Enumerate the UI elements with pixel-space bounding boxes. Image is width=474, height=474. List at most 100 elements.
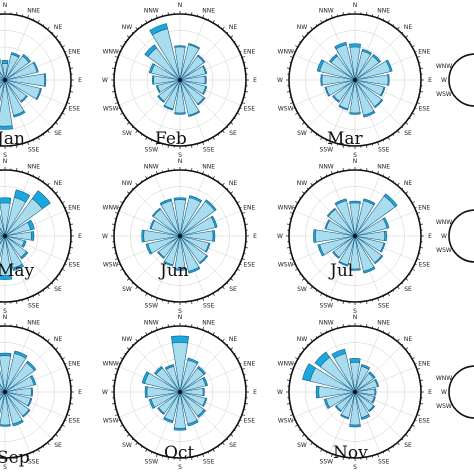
rose-feb-tick <box>236 45 240 48</box>
rose-oct-tick <box>202 327 204 331</box>
rose-oct-center-dot <box>178 390 182 394</box>
rose-jul-dir-label-nne: NNE <box>377 164 390 171</box>
rose-nov-tick <box>320 448 323 452</box>
rose-partial-dir-label-wsw: WSW <box>436 247 452 254</box>
rose-sep-bar-ene-low <box>4 376 35 393</box>
rose-jun-tick <box>167 300 169 305</box>
rose-sep-dir-label-n: N <box>3 314 8 321</box>
rose-jul-tick <box>306 282 309 285</box>
rose-oct-tick <box>236 357 240 360</box>
rose-mar-tick <box>331 15 333 19</box>
rose-jul-tick <box>377 297 379 301</box>
rose-jan-dir-label-n: N <box>3 2 8 9</box>
rose-oct-bar-wnw-low <box>144 372 181 393</box>
rose-feb-tick <box>120 45 124 48</box>
rose-sep-dir-label-s: S <box>3 464 7 471</box>
rose-jun-dir-label-s: S <box>178 308 182 315</box>
rose-jan-tick <box>55 35 59 38</box>
rose-feb-tick <box>202 141 204 145</box>
rose-oct-dir-label-s: S <box>178 464 182 471</box>
rose-nov-tick <box>408 429 411 432</box>
rose-jul-bar-nne-low <box>354 200 375 237</box>
rose-mar-dir-label-wsw: WSW <box>278 106 294 113</box>
rose-mar-dir-label-n: N <box>353 2 358 9</box>
rose-oct-bar-n-high <box>170 335 190 344</box>
rose-oct-tick <box>217 336 220 339</box>
rose-jun-tick <box>236 268 240 271</box>
rose-may-tick <box>47 286 50 290</box>
rose-jul-tick <box>331 171 333 175</box>
rose-oct-dir-label-nne: NNE <box>202 320 215 327</box>
rose-jan-bar-s-low <box>0 79 13 127</box>
rose-jan-bar-sse-low <box>4 79 25 116</box>
rose-jun-bar-ese-low <box>179 235 210 252</box>
rose-feb-tick <box>217 133 220 136</box>
rose-feb-tick <box>111 67 116 69</box>
rose-nov-tick <box>306 438 309 441</box>
rose-feb-tick <box>212 136 215 140</box>
rose-jul-tick <box>392 180 395 183</box>
rose-feb-dir-label-sse: SSE <box>203 146 215 153</box>
rose-feb-bar-ssw-low <box>164 79 181 110</box>
rose-jul-bar-ene-low <box>354 218 388 237</box>
rose-nov-dir-label-s: S <box>353 464 357 471</box>
rose-oct-tick <box>241 368 245 370</box>
rose-nov-tick <box>416 414 420 416</box>
rose-may-tick <box>42 289 45 292</box>
rose-feb-tick <box>151 139 153 142</box>
rose-jul-tick <box>290 212 294 214</box>
rose-may-bar-ese-low <box>4 235 25 247</box>
rose-may-tick <box>69 247 74 249</box>
rose-oct-bar-ne-low <box>179 367 205 393</box>
rose-oct-tick <box>140 336 143 339</box>
rose-nov-bar-ssw-low <box>340 391 356 419</box>
rose-mar-tick <box>382 18 384 21</box>
rose-partial-dir-label-wsw: WSW <box>436 403 452 410</box>
rose-jul-dir-label-nw: NW <box>297 180 307 187</box>
rose-feb-tick <box>156 15 158 19</box>
rose-oct-bar-nne-low <box>179 359 198 393</box>
rose-jan-dir-label-ese: ESE <box>69 106 81 113</box>
rose-feb-tick <box>145 20 148 24</box>
rose-oct-month-label: Oct <box>164 443 194 463</box>
rose-may-bar-ne-low <box>4 198 43 237</box>
rose-jun-tick <box>222 182 225 186</box>
rose-mar-tick <box>286 91 291 93</box>
rose-sep-tick <box>55 434 59 437</box>
rose-jan-dir-label-e: E <box>78 77 82 84</box>
rose-nov-dir-label-ese: ESE <box>419 418 431 425</box>
rose-sep-tick <box>42 336 45 339</box>
rose-oct-tick <box>233 429 236 432</box>
rose-jun-tick <box>217 180 220 183</box>
rose-sep-tick <box>37 448 40 452</box>
rose-jan-dir-label-s: S <box>3 152 7 159</box>
rose-jul-tick <box>315 180 318 183</box>
rose-sep-tick <box>37 332 40 336</box>
rose-mar-bar-n-low <box>349 46 361 81</box>
rose-nov-dir-label-nne: NNE <box>377 320 390 327</box>
rose-nov-bar-sw-low <box>335 391 356 412</box>
rose-sep-tick <box>61 424 65 427</box>
rose-jun-tick <box>111 223 116 225</box>
rose-jul-tick <box>293 263 296 265</box>
rose-sep-dir-label-ne: NE <box>54 336 62 343</box>
rose-feb-bar-ne-low <box>179 55 205 81</box>
rose-jul-bar-wsw-low <box>319 235 356 256</box>
rose-jul-tick <box>295 201 299 204</box>
rose-nov-dir-label-ene: ENE <box>418 360 430 367</box>
rose-nov-tick <box>397 442 400 446</box>
rose-feb-tick <box>202 15 204 19</box>
rose-nov-tick <box>301 347 305 350</box>
rose-nov-bar-w-low <box>318 385 356 399</box>
rose-nov-tick <box>286 403 291 405</box>
rose-sep-bar-nne-low <box>4 353 27 393</box>
rose-nov-tick <box>401 343 404 346</box>
rose-jul-tick <box>301 191 305 194</box>
rose-nov-tick <box>397 338 400 342</box>
rose-oct-tick <box>131 343 134 346</box>
rose-oct-tick <box>145 332 148 336</box>
rose-may-dir-label-s: S <box>3 308 7 315</box>
rose-oct-tick <box>244 379 249 381</box>
rose-jul-bar-se-low <box>354 235 383 264</box>
rose-jun-bar-n-low <box>173 199 187 237</box>
